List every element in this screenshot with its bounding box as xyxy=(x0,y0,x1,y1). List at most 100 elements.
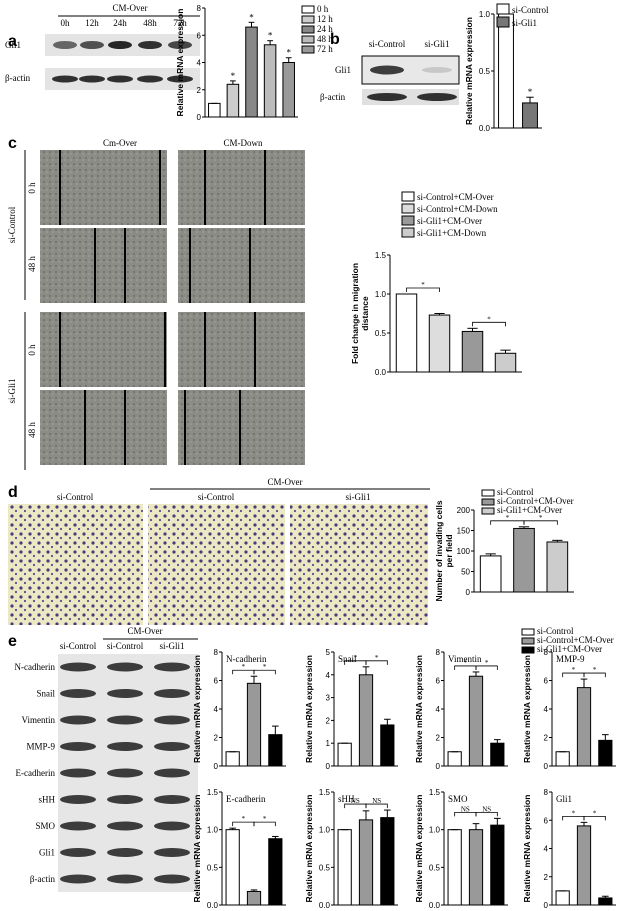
y-tick-label: 0.0 xyxy=(319,901,331,910)
legend-label: si-Control xyxy=(512,5,549,15)
significance-bracket xyxy=(523,520,558,525)
lane-label: si-Control xyxy=(369,39,406,49)
bar xyxy=(468,829,484,906)
y-axis-label: Relative mRNA expression xyxy=(522,795,532,903)
legend-swatch xyxy=(301,5,315,14)
y-tick-label: 0 xyxy=(197,113,202,122)
y-tick-label: 4 xyxy=(544,845,549,854)
blot-band xyxy=(107,874,143,884)
y-tick-label: 1.5 xyxy=(375,251,387,260)
legend-swatch xyxy=(401,227,415,238)
significance: * xyxy=(375,654,379,662)
panel-label: d xyxy=(8,484,18,501)
significance: * xyxy=(528,87,533,97)
significance: NS xyxy=(351,797,360,805)
legend-label: 24 h xyxy=(317,24,333,34)
blot-band xyxy=(167,75,193,83)
y-tick-label: 1.0 xyxy=(375,290,387,299)
y-tick-label: 4 xyxy=(544,705,549,714)
y-tick-label: 2 xyxy=(326,716,331,725)
column-label: si-Control xyxy=(198,492,235,502)
panel-label: e xyxy=(8,633,17,650)
y-axis-label: distance xyxy=(360,296,370,331)
blot-band xyxy=(154,742,190,751)
legend-swatch xyxy=(521,628,535,636)
y-tick-label: 6 xyxy=(214,677,219,686)
blot-band xyxy=(154,848,190,857)
blot-band xyxy=(107,715,143,725)
y-tick-label: 0.5 xyxy=(319,863,331,872)
row-label: Snail xyxy=(36,689,55,699)
blot-band xyxy=(154,662,190,672)
row-label: β-actin xyxy=(30,874,56,884)
y-tick-label: 2 xyxy=(214,734,219,743)
significance-bracket xyxy=(253,821,276,827)
y-tick-label: 2 xyxy=(544,873,549,882)
y-tick-label: 0 xyxy=(544,762,549,771)
y-tick-label: 0 xyxy=(466,588,471,597)
significance-bracket xyxy=(583,672,606,678)
bar xyxy=(268,734,283,767)
legend-label: si-Gli1 xyxy=(512,18,537,28)
legend-label: si-Control xyxy=(497,487,534,497)
y-tick-label: 6 xyxy=(544,677,549,686)
y-tick-label: 200 xyxy=(457,506,471,515)
legend-label: si-Control+CM-Down xyxy=(417,204,498,214)
legend-label: 72 h xyxy=(317,44,333,54)
lane-label: 48h xyxy=(143,18,157,28)
blot-band xyxy=(108,41,132,49)
bar xyxy=(226,83,240,118)
y-axis-label: Relative mRNA expression xyxy=(304,655,314,763)
bar xyxy=(490,824,505,906)
significance: * xyxy=(572,809,576,817)
blot xyxy=(362,89,459,105)
bar xyxy=(380,724,395,767)
micrograph xyxy=(40,312,167,387)
y-tick-label: 8 xyxy=(544,788,549,797)
significance: * xyxy=(487,315,491,323)
bar xyxy=(268,838,283,906)
legend-swatch xyxy=(521,646,535,654)
y-tick-label: 8 xyxy=(436,648,441,657)
legend-label: si-Control+CM-Over xyxy=(537,635,614,645)
y-tick-label: 0.0 xyxy=(429,901,441,910)
chart-title: Snail xyxy=(338,654,357,664)
bar xyxy=(263,44,277,118)
blot-band xyxy=(154,795,190,804)
significance: * xyxy=(263,663,267,671)
legend-label: si-Gli1+CM-Over xyxy=(497,505,562,515)
bar xyxy=(598,739,613,767)
significance: * xyxy=(249,12,254,22)
significance: * xyxy=(286,48,291,58)
legend-swatch xyxy=(401,191,415,202)
y-tick-label: 8 xyxy=(214,648,219,657)
y-tick-label: 1.0 xyxy=(479,10,491,19)
y-tick-label: 0.5 xyxy=(375,329,387,338)
lane-label: si-Control xyxy=(107,641,144,651)
legend-label: 12 h xyxy=(317,14,333,24)
group-label: CM-Over xyxy=(128,626,163,636)
significance-bracket xyxy=(472,321,506,327)
bar xyxy=(337,829,352,906)
y-tick-label: 8 xyxy=(544,648,549,657)
y-tick-label: 1.5 xyxy=(319,788,331,797)
significance: * xyxy=(354,654,358,662)
bar xyxy=(428,314,451,373)
blot-band xyxy=(60,742,96,751)
blot-band xyxy=(417,93,457,101)
bar xyxy=(225,751,240,767)
blot-band xyxy=(80,41,104,49)
bar xyxy=(395,293,418,373)
time-label: 48 h xyxy=(27,256,37,272)
blot-band xyxy=(60,795,96,804)
significance-bracket xyxy=(365,803,388,809)
y-axis-label: Relative mRNA expression xyxy=(304,795,314,903)
group-label: CM-Over xyxy=(268,477,303,487)
legend-label: 0 h xyxy=(317,4,329,14)
legend-label: si-Control+CM-Over xyxy=(497,496,574,506)
legend-swatch xyxy=(496,16,510,28)
bar xyxy=(598,897,613,906)
bar xyxy=(282,62,295,118)
bar xyxy=(576,687,592,767)
row-label: β-actin xyxy=(320,92,346,102)
